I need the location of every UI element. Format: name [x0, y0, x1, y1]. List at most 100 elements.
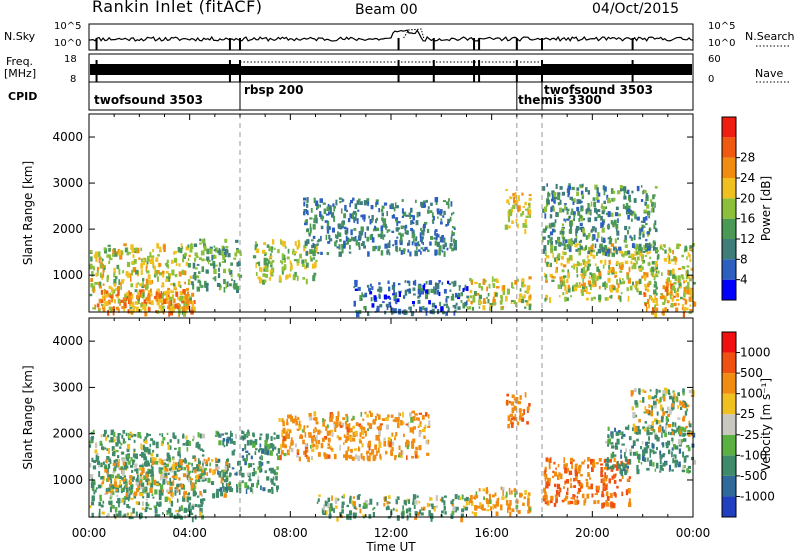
- power-cell: [592, 277, 596, 284]
- velocity-cell: [325, 426, 328, 431]
- velocity-cell: [226, 442, 228, 447]
- velocity-cell: [611, 475, 614, 480]
- nave-label: Nave: [755, 67, 784, 80]
- velocity-cell: [247, 431, 250, 436]
- velocity-cell: [544, 469, 547, 475]
- velocity-cell: [621, 475, 624, 479]
- velocity-cell: [483, 496, 485, 500]
- velocity-cell: [89, 474, 94, 479]
- velocity-cell: [517, 510, 521, 514]
- velocity-cell: [241, 455, 245, 458]
- velocity-cell: [662, 393, 665, 398]
- velocity-cell: [136, 471, 139, 474]
- velocity-cell: [330, 413, 334, 419]
- velocity-cell: [500, 486, 503, 491]
- power-cell: [668, 292, 670, 296]
- xtick-label-3: 12:00: [374, 526, 409, 540]
- velocity-cell: [650, 428, 654, 431]
- velocity-cell: [236, 486, 239, 493]
- velocity-cell: [387, 505, 390, 510]
- power-cell: [478, 306, 481, 309]
- velocity-cell: [668, 390, 670, 395]
- power-region-0: [89, 243, 193, 317]
- power-cell: [601, 236, 603, 242]
- power-cell: [402, 211, 407, 217]
- velocity-cell: [282, 420, 285, 427]
- power-cell: [595, 209, 598, 215]
- power-cell: [331, 227, 335, 233]
- power-cell: [581, 275, 584, 279]
- velocity-cell: [229, 432, 233, 437]
- velocity-cell: [244, 444, 247, 450]
- nsearch-label: N.Search: [745, 30, 795, 43]
- power-cell: [281, 260, 284, 265]
- power-cell: [337, 223, 340, 228]
- power-cell: [193, 243, 198, 247]
- power-cell: [513, 197, 516, 203]
- velocity-cell: [205, 459, 208, 465]
- power-cell: [171, 290, 175, 294]
- velocity-cell: [602, 482, 606, 487]
- power-cell: [378, 245, 381, 250]
- velocity-ytick-label-2: 3000: [52, 380, 83, 394]
- power-cell: [351, 237, 354, 241]
- velocity-cell: [283, 443, 286, 448]
- power-cell: [359, 295, 363, 301]
- power-cell: [560, 255, 564, 260]
- power-cell: [519, 288, 522, 292]
- power-cell: [357, 209, 360, 212]
- velocity-cell: [361, 436, 365, 439]
- velocity-cell: [133, 439, 136, 443]
- velocity-cell: [161, 489, 164, 496]
- power-cell: [557, 195, 561, 201]
- power-cell: [633, 263, 637, 270]
- velocity-cell: [649, 448, 652, 454]
- power-cell: [258, 261, 261, 267]
- velocity-cell: [223, 493, 227, 498]
- velocity-cell: [642, 397, 645, 403]
- power-cell: [184, 281, 186, 285]
- power-cell: [389, 305, 392, 308]
- power-cell: [132, 267, 137, 273]
- velocity-cell: [507, 508, 509, 513]
- velocity-cell: [653, 401, 656, 406]
- power-cell: [186, 291, 190, 297]
- velocity-cell: [320, 430, 323, 434]
- power-cell: [564, 204, 567, 210]
- power-cell: [602, 206, 606, 212]
- velocity-cell: [511, 407, 515, 414]
- power-cell: [391, 284, 396, 290]
- power-cell: [594, 263, 597, 266]
- power-cell: [219, 263, 221, 267]
- power-cell: [188, 254, 191, 258]
- velocity-cell: [150, 452, 154, 457]
- power-cell: [410, 220, 413, 225]
- velocity-cell: [616, 438, 620, 445]
- velocity-cell: [591, 462, 596, 467]
- velocity-cell: [267, 443, 271, 450]
- velocity-cell: [107, 448, 110, 454]
- velocity-cell: [295, 455, 300, 458]
- power-cell: [131, 293, 134, 299]
- velocity-cell: [171, 512, 173, 518]
- power-cell: [91, 271, 94, 277]
- velocity-cell: [677, 417, 681, 420]
- power-cell: [401, 199, 404, 202]
- velocity-cell: [590, 458, 594, 465]
- power-cell: [594, 243, 597, 249]
- velocity-cell: [524, 392, 527, 398]
- velocity-cell: [217, 458, 221, 463]
- velocity-cell: [383, 440, 387, 447]
- velocity-cell: [372, 455, 376, 462]
- velocity-cell: [131, 459, 134, 463]
- power-cell: [642, 261, 645, 264]
- power-cell: [567, 185, 571, 190]
- velocity-cell: [194, 492, 197, 495]
- power-cell: [662, 285, 666, 290]
- power-cell: [686, 256, 688, 260]
- velocity-cell: [550, 497, 554, 501]
- power-cell: [187, 258, 190, 261]
- power-cell: [124, 247, 128, 253]
- power-cell: [377, 288, 380, 292]
- velocity-cell: [128, 480, 131, 484]
